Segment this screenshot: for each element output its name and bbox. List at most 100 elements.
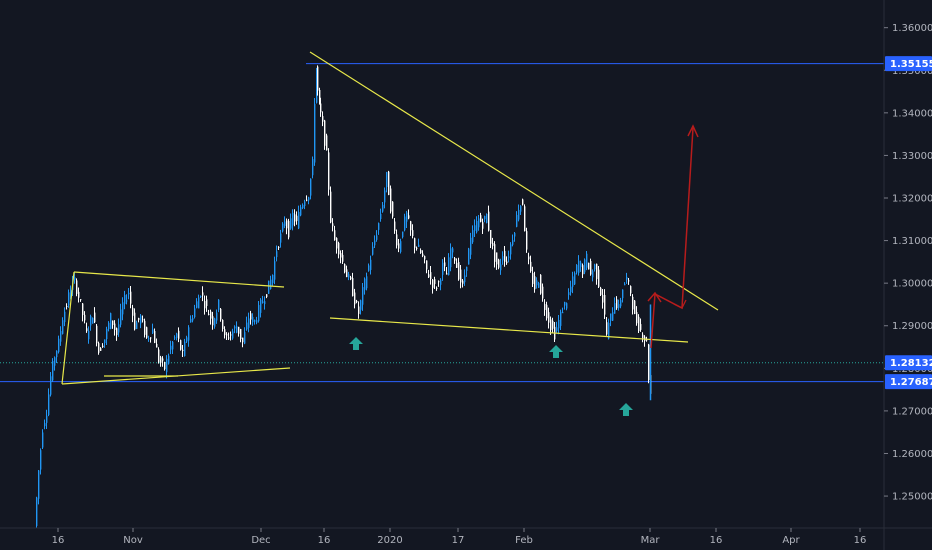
candle-body	[248, 318, 250, 328]
candle-body	[478, 218, 480, 228]
price-badge	[885, 355, 932, 371]
candle-body	[530, 261, 532, 272]
candle-body	[168, 355, 170, 364]
candle-body	[522, 199, 524, 205]
candle-body	[418, 244, 420, 247]
candle-body	[584, 259, 586, 273]
candle-body	[288, 220, 290, 238]
candle-body	[364, 278, 366, 290]
candle-body	[410, 221, 412, 231]
candle-body	[206, 299, 208, 307]
candle-body	[106, 328, 108, 340]
candle-body	[432, 279, 434, 288]
candle-body	[642, 334, 644, 339]
price-badges: 1.35155 1.28132 1.27687	[885, 56, 932, 390]
candle-body	[640, 324, 642, 330]
candle-body	[414, 238, 416, 248]
candle-body	[456, 262, 458, 268]
candle-body	[534, 276, 536, 290]
candle-body	[404, 216, 406, 231]
candle-body	[258, 305, 260, 322]
candle-body	[306, 199, 308, 201]
candle-body	[319, 89, 321, 101]
candle-body	[302, 204, 304, 209]
trendline[interactable]	[73, 271, 285, 288]
candle-body	[332, 223, 334, 227]
candle-body	[132, 307, 134, 316]
candle-body	[408, 215, 410, 219]
candle-body	[118, 324, 120, 333]
candle-body	[468, 248, 470, 265]
price-badge	[885, 56, 932, 72]
candle-body	[40, 450, 42, 470]
candle-body	[156, 343, 158, 348]
trendline[interactable]	[329, 317, 689, 343]
candle-body	[444, 262, 446, 267]
candle-body	[412, 230, 414, 237]
candle-body	[56, 350, 58, 358]
y-axis[interactable]: 1.250001.260001.270001.280001.290001.300…	[884, 23, 932, 503]
candle-body	[356, 300, 358, 303]
candle-body	[500, 264, 502, 271]
candle-body	[582, 265, 584, 275]
candle-body	[122, 302, 124, 315]
candle-body	[214, 318, 216, 327]
candle-body	[228, 337, 230, 339]
x-tick-label: Feb	[515, 535, 533, 546]
drawing-annotations[interactable]	[61, 51, 719, 385]
candlestick-series	[36, 65, 652, 528]
candle-body	[446, 273, 448, 275]
candle-body	[438, 281, 440, 283]
candle-body	[504, 250, 506, 262]
candle-body	[544, 304, 546, 310]
candle-body	[422, 253, 424, 256]
candle-body	[240, 329, 242, 340]
candle-body	[590, 261, 592, 275]
candle-body	[176, 333, 178, 338]
candle-body	[172, 341, 174, 350]
candle-body	[606, 322, 608, 335]
candle-body	[622, 289, 624, 299]
candle-body	[320, 103, 322, 113]
candle-body	[598, 269, 600, 287]
horizontal-price-lines	[0, 63, 884, 383]
candle-body	[494, 244, 496, 262]
candle-body	[466, 266, 468, 271]
candle-body	[92, 317, 94, 324]
candle-body	[212, 316, 214, 326]
candle-body	[344, 264, 346, 273]
trendline[interactable]	[309, 51, 719, 311]
price-badge	[885, 374, 932, 390]
candle-body	[290, 218, 292, 229]
candle-body	[48, 394, 50, 415]
candle-body	[474, 225, 476, 231]
candle-body	[112, 320, 114, 325]
candle-body	[310, 178, 312, 196]
candle-body	[238, 326, 240, 334]
candle-body	[222, 319, 224, 329]
candle-body	[648, 344, 650, 381]
candle-body	[626, 276, 628, 280]
candle-body	[50, 376, 52, 395]
x-tick-label: 2020	[377, 535, 402, 546]
candle-body	[300, 207, 302, 216]
x-axis[interactable]: 16 Nov Dec 16 2020 17 Feb Mar 16 Apr 16	[52, 528, 867, 546]
projection-path[interactable]	[650, 127, 694, 349]
candle-body	[618, 304, 620, 308]
candle-body	[496, 252, 498, 265]
y-tick-label: 1.35000	[892, 66, 932, 77]
candle-body	[74, 277, 76, 280]
y-tick-label: 1.32000	[892, 194, 932, 205]
candle-body	[516, 214, 518, 227]
candle-body	[616, 299, 618, 309]
candle-body	[178, 330, 180, 339]
candle-body	[428, 274, 430, 278]
candle-body	[314, 103, 316, 163]
candle-body	[138, 318, 140, 320]
candle-body	[416, 247, 418, 249]
trendline[interactable]	[61, 271, 75, 385]
candle-body	[198, 297, 200, 309]
candle-body	[620, 300, 622, 307]
candle-body	[144, 320, 146, 335]
